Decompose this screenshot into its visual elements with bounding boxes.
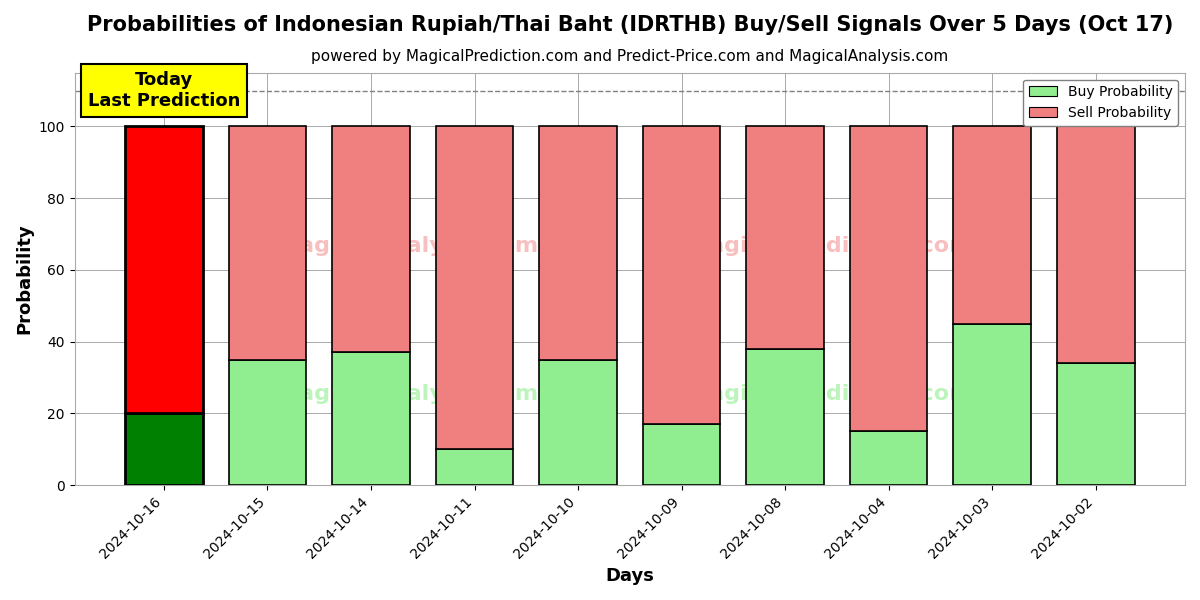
Bar [643, 424, 720, 485]
Bar [125, 127, 203, 413]
Text: MagicalPrediction.com: MagicalPrediction.com [688, 385, 972, 404]
Bar [953, 324, 1031, 485]
Text: MagicalAnalysis.com: MagicalAnalysis.com [277, 236, 539, 256]
Text: MagicalAnalysis.com: MagicalAnalysis.com [277, 385, 539, 404]
Bar [1057, 363, 1134, 485]
Bar [746, 127, 824, 349]
Bar [539, 359, 617, 485]
Bar [332, 127, 410, 352]
Bar [436, 127, 514, 449]
Bar [229, 359, 306, 485]
Bar [539, 127, 617, 359]
Bar [332, 352, 410, 485]
Bar [643, 127, 720, 424]
X-axis label: Days: Days [605, 567, 654, 585]
Bar [850, 127, 928, 431]
Title: Probabilities of Indonesian Rupiah/Thai Baht (IDRTHB) Buy/Sell Signals Over 5 Da: Probabilities of Indonesian Rupiah/Thai … [86, 15, 1174, 35]
Text: powered by MagicalPrediction.com and Predict-Price.com and MagicalAnalysis.com: powered by MagicalPrediction.com and Pre… [311, 49, 948, 64]
Bar [1057, 127, 1134, 363]
Bar [746, 349, 824, 485]
Text: Today
Last Prediction: Today Last Prediction [88, 71, 240, 110]
Legend: Buy Probability, Sell Probability: Buy Probability, Sell Probability [1024, 80, 1178, 125]
Bar [229, 127, 306, 359]
Bar [436, 449, 514, 485]
Y-axis label: Probability: Probability [16, 224, 34, 334]
Text: MagicalPrediction.com: MagicalPrediction.com [688, 236, 972, 256]
Bar [953, 127, 1031, 324]
Bar [850, 431, 928, 485]
Bar [125, 413, 203, 485]
